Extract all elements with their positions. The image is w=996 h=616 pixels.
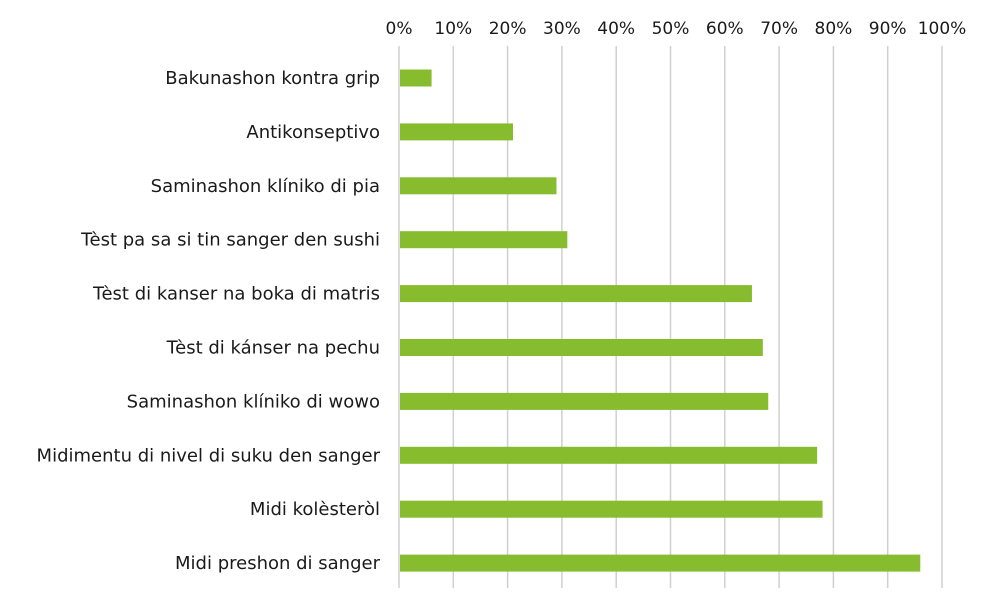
bar — [400, 177, 557, 195]
x-tick-label: 0% — [386, 19, 413, 39]
x-axis-tick-labels: 0% 10% 20% 30% 40% 50% 60% 70% 80% 90% 100% — [386, 19, 967, 39]
x-tick-label: 40% — [597, 19, 635, 39]
bar — [400, 69, 432, 87]
category-label: Antikonseptivo — [246, 122, 380, 143]
category-label: Bakunashon kontra grip — [165, 68, 380, 89]
bar — [400, 285, 752, 303]
category-label: Tèst di kánser na pechu — [166, 338, 380, 359]
category-label: Tèst pa sa si tin sanger den sushi — [80, 230, 380, 251]
x-tick-label: 10% — [434, 19, 472, 39]
category-label: Tèst di kanser na boka di matris — [92, 284, 380, 305]
x-tick-label: 50% — [652, 19, 690, 39]
bar — [400, 231, 568, 249]
x-tick-label: 20% — [489, 19, 527, 39]
x-tick-label: 60% — [706, 19, 744, 39]
category-label: Midi preshon di sanger — [175, 553, 381, 574]
bar — [400, 500, 823, 518]
bars — [400, 69, 921, 572]
x-tick-label: 70% — [760, 19, 798, 39]
x-tick-label: 80% — [815, 19, 853, 39]
x-tick-label: 100% — [918, 19, 967, 39]
category-label: Saminashon klíniko di wowo — [127, 391, 380, 412]
category-label: Midi kolèsteròl — [250, 499, 380, 520]
bar — [400, 123, 514, 141]
bar — [400, 446, 818, 464]
x-tick-label: 90% — [869, 19, 907, 39]
category-label: Midimentu di nivel di suku den sanger — [37, 445, 381, 466]
bar — [400, 392, 769, 410]
category-label: Saminashon klíniko di pia — [151, 176, 380, 197]
bar — [400, 339, 763, 356]
x-tick-label: 30% — [543, 19, 581, 39]
bar — [400, 554, 921, 572]
category-labels: Bakunashon kontra grip Antikonseptivo Sami… — [37, 68, 381, 574]
